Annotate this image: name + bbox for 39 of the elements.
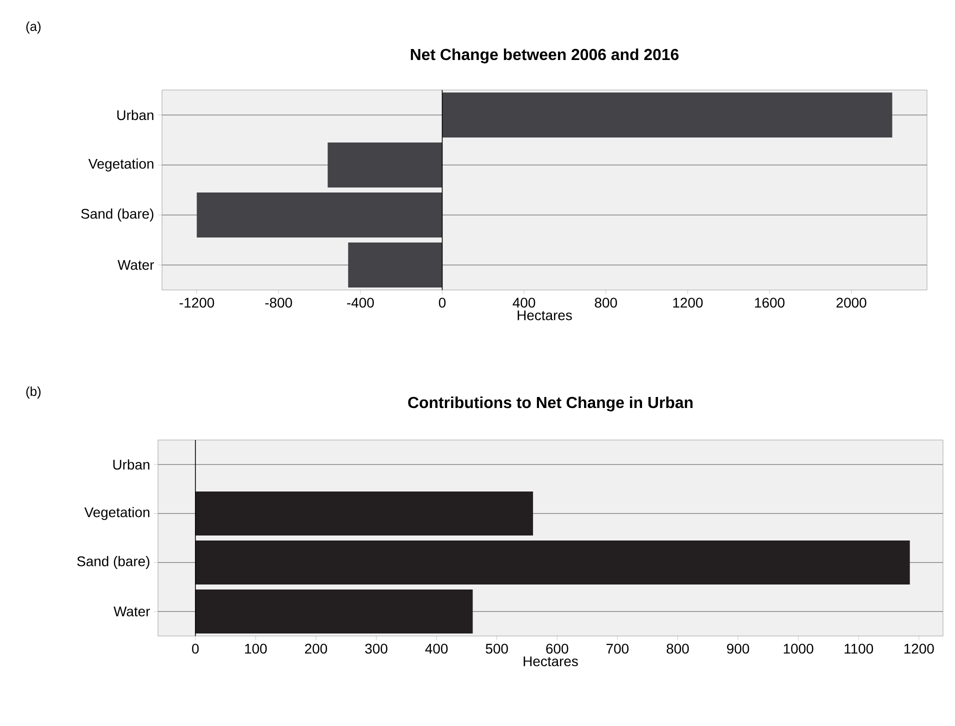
chart-title: Net Change between 2006 and 2016 xyxy=(410,48,679,64)
x-tick-label: 100 xyxy=(245,644,267,654)
x-axis-title: Hectares xyxy=(524,656,578,666)
y-tick-label: Vegetation xyxy=(84,507,150,520)
bar xyxy=(195,589,473,634)
x-tick-label: 800 xyxy=(666,644,689,654)
x-tick-label: 0 xyxy=(192,644,199,654)
y-tick-label: Sand (bare) xyxy=(81,208,154,222)
x-tick-label: -400 xyxy=(347,298,374,308)
chart-title: Contributions to Net Change in Urban xyxy=(408,396,693,412)
x-tick-label: 2000 xyxy=(836,298,866,308)
x-tick-label: -1200 xyxy=(180,298,214,308)
x-tick-label: 200 xyxy=(305,644,328,654)
text: (a) xyxy=(26,22,41,34)
x-tick-label: 400 xyxy=(425,644,448,654)
x-tick-label: 1200 xyxy=(904,644,934,654)
x-tick-label: 900 xyxy=(727,644,750,654)
x-tick-label: 1100 xyxy=(844,644,874,654)
x-tick-label: 1200 xyxy=(673,298,703,308)
y-tick-label: Sand (bare) xyxy=(77,556,150,569)
text: (b) xyxy=(26,386,41,399)
y-tick-label: Water xyxy=(114,606,150,616)
bar xyxy=(195,540,910,585)
x-tick-label: 300 xyxy=(365,644,388,654)
x-tick-label: 600 xyxy=(546,644,568,654)
x-axis-title: Hectares xyxy=(518,310,572,320)
x-tick-label: 400 xyxy=(512,298,536,308)
x-tick-label: 500 xyxy=(486,644,508,654)
x-tick-label: 1600 xyxy=(755,298,784,308)
x-tick-label: 700 xyxy=(606,644,629,654)
x-tick-label: 0 xyxy=(438,298,446,308)
x-tick-label: -800 xyxy=(265,298,292,308)
y-tick-label: Urban xyxy=(113,459,150,470)
x-tick-label: 1000 xyxy=(784,644,814,654)
x-tick-label: 800 xyxy=(594,298,617,308)
y-tick-label: Water xyxy=(118,260,154,270)
y-tick-label: Vegetation xyxy=(88,158,154,172)
bar xyxy=(195,491,534,536)
y-tick-label: Urban xyxy=(117,110,154,120)
